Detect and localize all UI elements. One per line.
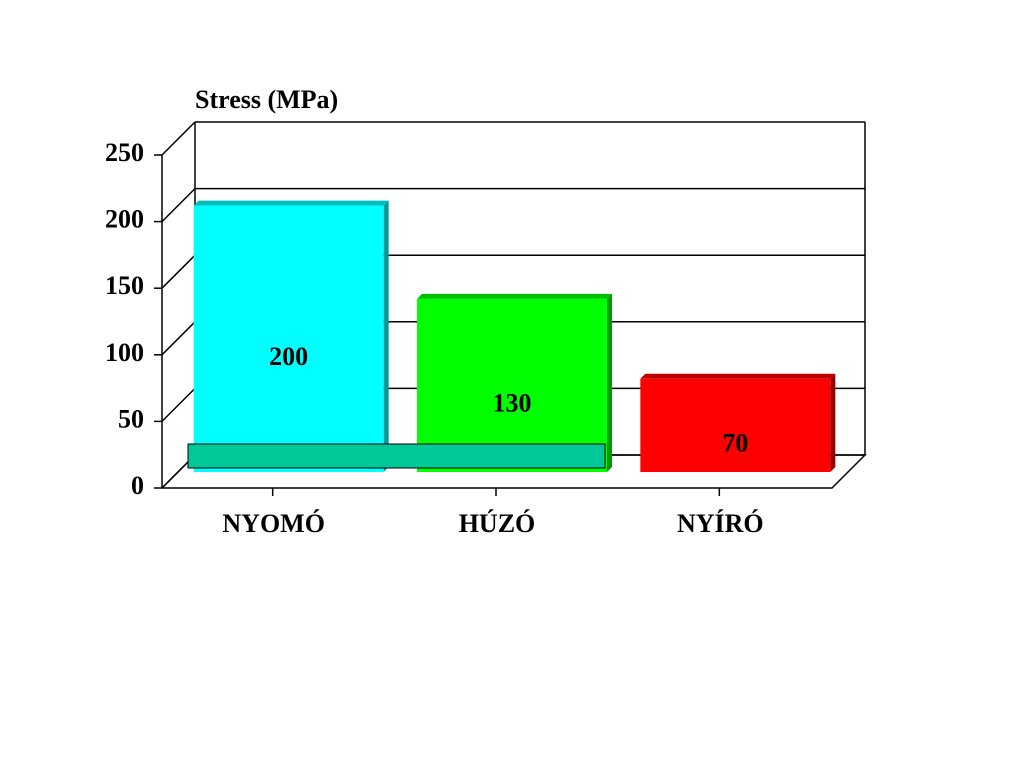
- y-tick-label: 0: [131, 471, 144, 500]
- y-tick-label: 200: [105, 205, 144, 234]
- y-tick-label: 50: [118, 404, 144, 433]
- y-tick-label: 150: [105, 271, 144, 300]
- grid-line-side: [161, 121, 196, 156]
- bar: [193, 205, 384, 472]
- value-label: 200: [269, 342, 308, 371]
- value-label: 70: [722, 428, 748, 457]
- grid-line-side: [161, 387, 196, 422]
- x-tick-label: NYÍRÓ: [677, 509, 764, 538]
- y-tick-label: 100: [105, 338, 144, 367]
- bars: [193, 200, 836, 472]
- y-axis-label: Stress (MPa): [195, 85, 338, 114]
- overlay-band: [187, 443, 606, 469]
- bar-top: [417, 293, 612, 299]
- bar-side: [383, 200, 389, 472]
- bar-side: [607, 293, 612, 472]
- bar-side: [830, 373, 836, 472]
- grid-line-side: [161, 254, 196, 289]
- bar: [417, 298, 607, 472]
- value-label: 130: [493, 388, 532, 417]
- bar-top: [193, 200, 389, 206]
- bar: [640, 378, 831, 472]
- x-tick-label: NYOMÓ: [222, 509, 325, 538]
- labels: NYOMÓ 200 HÚZÓ 130 NYÍRÓ 70: [222, 342, 763, 538]
- grid-line-side: [161, 188, 196, 223]
- x-tick-label: HÚZÓ: [459, 509, 536, 538]
- grid-line-side: [161, 321, 196, 356]
- bar-top: [640, 373, 836, 379]
- y-tick-label: 250: [105, 138, 144, 167]
